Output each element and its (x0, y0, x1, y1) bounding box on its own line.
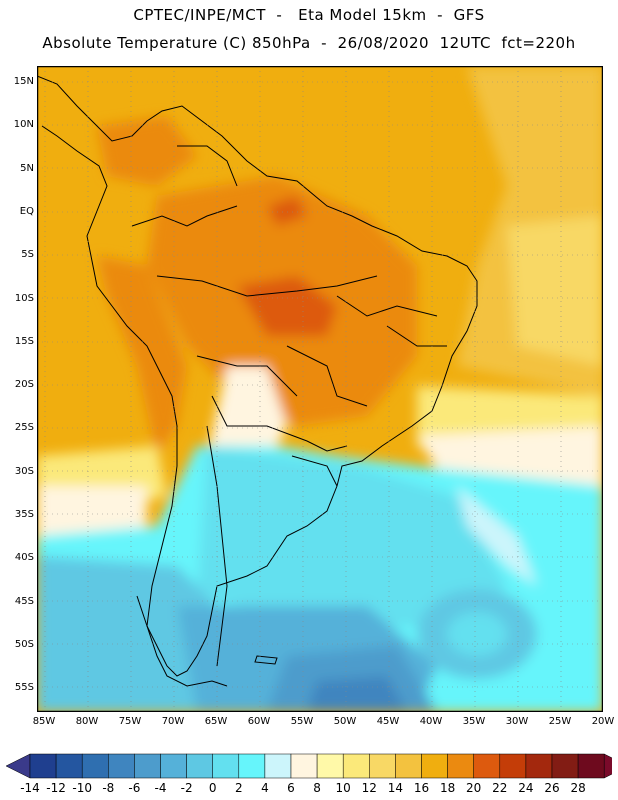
map-panel[interactable] (37, 66, 603, 712)
colorbar-swatch (525, 753, 553, 779)
colorbar-label: 16 (413, 781, 430, 795)
lat-label: 45S (14, 595, 34, 607)
colorbar-swatch (29, 753, 57, 779)
colorbar-swatch (447, 753, 474, 779)
colorbar-swatch (473, 753, 501, 779)
colorbar-swatch (577, 753, 605, 779)
colorbar-low-arrow (6, 753, 31, 779)
lat-label: 10N (13, 119, 34, 131)
lat-label: 35S (14, 509, 34, 520)
lat-label: 55S (14, 682, 34, 694)
lat-label: EQ (19, 205, 34, 217)
colorbar-swatch (395, 753, 422, 779)
colorbar-high-arrow (603, 753, 612, 779)
lat-label: 15N (13, 76, 34, 87)
colorbar-swatch (238, 753, 266, 779)
colorbar-label: -8 (102, 781, 115, 795)
colorbar-swatch (186, 753, 213, 779)
lat-label: 5N (20, 162, 34, 174)
colorbar-swatch (499, 753, 527, 779)
colorbar-label: 4 (261, 781, 269, 795)
colorbar-label: -6 (128, 781, 141, 795)
colorbar-swatch (551, 753, 579, 779)
colorbar-label: -4 (154, 781, 167, 795)
lon-label: 30W (505, 716, 529, 727)
coastline-and-borders (37, 75, 478, 687)
map-title-line-2: Absolute Temperature (C) 850hPa - 26/08/… (42, 34, 576, 52)
temperature-field (37, 66, 603, 712)
lon-label: 55W (290, 716, 314, 727)
lon-label: 20W (591, 716, 615, 727)
lat-label: 15S (14, 335, 34, 347)
colorbar-swatch (212, 753, 240, 779)
lon-label: 40W (419, 716, 443, 727)
colorbar-label: 26 (544, 781, 560, 795)
lon-label: 70W (161, 716, 185, 727)
map-title-line-1: CPTEC/INPE/MCT - Eta Model 15km - GFS (133, 6, 485, 24)
colorbar-label: 24 (518, 781, 534, 795)
colorbar-label: -14 (20, 781, 40, 795)
colorbar-swatch (342, 753, 370, 779)
colorbar-swatch (369, 753, 396, 779)
lon-label: 50W (333, 716, 357, 727)
lon-label: 80W (75, 716, 99, 727)
lon-label: 45W (376, 716, 400, 727)
lon-label: 60W (247, 716, 271, 727)
colorbar-label: 2 (234, 781, 243, 795)
lat-label: 40S (14, 552, 34, 564)
colorbar-label: 6 (287, 781, 295, 795)
colorbar-swatch (290, 753, 318, 779)
colorbar-swatch (264, 753, 292, 779)
lat-label: 5S (21, 249, 34, 261)
colorbar-label: -2 (180, 781, 193, 795)
colorbar-label: 10 (335, 781, 351, 795)
colorbar-swatch (55, 753, 83, 779)
lon-label: 35W (462, 716, 486, 727)
colorbar-label: 12 (361, 781, 377, 795)
colorbar-swatch (108, 753, 135, 779)
colorbar-label: 28 (570, 781, 586, 795)
colorbar-label: 14 (387, 781, 404, 795)
colorbar-swatch (421, 753, 448, 779)
lat-label: 20S (14, 379, 34, 391)
colorbar-swatch (160, 753, 187, 779)
lon-label: 65W (204, 716, 228, 727)
colorbar-label: -12 (46, 781, 66, 795)
colorbar-swatch (316, 753, 344, 779)
colorbar-label: 0 (208, 781, 217, 795)
lon-label: 25W (548, 716, 572, 727)
colorbar-swatch (81, 753, 109, 779)
lon-label: 75W (118, 716, 142, 727)
lat-label: 30S (14, 465, 34, 477)
temperature-map[interactable] (37, 66, 603, 712)
lat-label: 10S (14, 292, 34, 304)
colorbar-label: -10 (72, 781, 92, 795)
lat-label: 50S (14, 638, 34, 650)
colorbar-label: 8 (313, 781, 321, 795)
lon-label: 85W (32, 716, 56, 727)
colorbar-label: 20 (466, 781, 482, 795)
colorbar-label: 18 (439, 781, 456, 795)
colorbar (6, 753, 612, 779)
lat-label: 25S (14, 422, 34, 434)
colorbar-swatch (134, 753, 161, 779)
colorbar-label: 22 (492, 781, 508, 795)
map-frame (37, 66, 603, 712)
